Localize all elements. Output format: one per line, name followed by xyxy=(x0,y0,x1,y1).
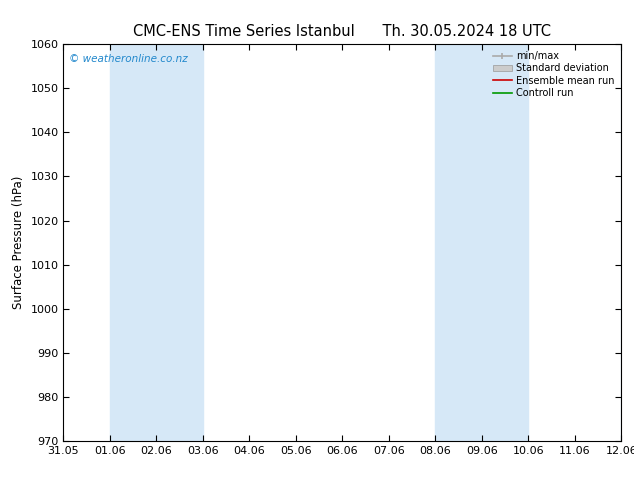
Bar xyxy=(110,44,203,441)
Bar xyxy=(621,44,634,441)
Title: CMC-ENS Time Series Istanbul      Th. 30.05.2024 18 UTC: CMC-ENS Time Series Istanbul Th. 30.05.2… xyxy=(133,24,552,39)
Bar xyxy=(436,44,528,441)
Legend: min/max, Standard deviation, Ensemble mean run, Controll run: min/max, Standard deviation, Ensemble me… xyxy=(491,49,616,100)
Y-axis label: Surface Pressure (hPa): Surface Pressure (hPa) xyxy=(12,176,25,309)
Text: © weatheronline.co.nz: © weatheronline.co.nz xyxy=(69,54,188,64)
